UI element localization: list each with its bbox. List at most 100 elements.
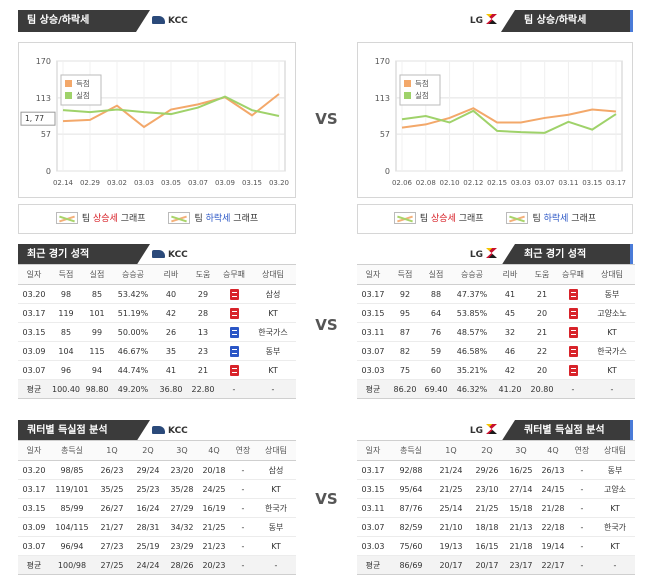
x-tick-label: 02.29 — [80, 179, 100, 187]
x-tick-label: 03.20 — [269, 179, 289, 187]
average-cell: 평균 — [18, 379, 50, 399]
table-cell: 119/101 — [50, 479, 94, 499]
column-header: 실점 — [82, 264, 112, 285]
average-cell: 28/26 — [166, 555, 198, 575]
kcc-quarter-header: 쿼터별 득실점 분석 KCC — [18, 420, 296, 442]
table-cell: 03.17 — [357, 460, 389, 480]
column-header: 상대팀 — [589, 264, 635, 285]
table-cell: 22 — [527, 341, 557, 361]
kcc-team-tag: KCC — [152, 248, 188, 262]
table-cell: 82 — [389, 341, 421, 361]
table-cell: KT — [256, 536, 296, 556]
table-cell: 104 — [50, 341, 82, 361]
result-icon — [557, 303, 589, 323]
x-tick-label: 03.07 — [535, 179, 555, 187]
table-row: 03.09 104/115 21/27 28/31 34/32 21/25- 동부 — [18, 517, 296, 537]
table-cell: 101 — [82, 303, 112, 323]
table-cell: 46.67% — [112, 341, 154, 361]
column-header: 일자 — [357, 264, 389, 285]
rise-suffix: 그래프 — [455, 214, 484, 224]
table-cell: 한국가스 — [589, 341, 635, 361]
column-header: 4Q — [537, 440, 569, 461]
kcc-trend-svg: 0 57 113 170 02.14 02.29 03.02 03.03 03.05 03.07 0… — [20, 57, 289, 187]
x-tick-label: 03.03 — [511, 179, 531, 187]
table-cell: 26 — [154, 322, 188, 342]
table-cell: 42 — [493, 360, 527, 380]
average-cell: 100.40 — [50, 379, 82, 399]
table-cell: 96 — [50, 360, 82, 380]
rise-graph-legend[interactable]: 팀 상승세 그래프 — [55, 205, 146, 233]
x-tick-label: 02.10 — [440, 179, 460, 187]
table-cell: 42 — [154, 303, 188, 323]
table-cell: 48.57% — [451, 322, 493, 342]
table-row: 03.15 85 99 50.00% 26 13 한국가스 — [18, 322, 296, 342]
table-cell: 24/15 — [537, 479, 569, 499]
kcc-trend-panel: 팀 상승/하락세 KCC 0 57 113 170 02.14 02.29 03.02 03.… — [18, 10, 296, 236]
table-cell: 03.07 — [357, 517, 389, 537]
table-cell: 25/14 — [433, 498, 469, 518]
vs-label-3: VS — [315, 490, 338, 508]
win-icon — [568, 364, 578, 376]
table-cell: 03.20 — [18, 460, 50, 480]
legend-label: 실점 — [76, 90, 90, 100]
win-icon — [229, 307, 239, 319]
fall-graph-legend[interactable]: 팀 하락세 그래프 — [168, 205, 258, 233]
average-cell: 20/23 — [198, 555, 230, 575]
x-tick-label: 02.12 — [463, 179, 483, 187]
table-cell: 03.15 — [18, 498, 50, 518]
kcc-recent-header: 최근 경기 성적 KCC — [18, 244, 296, 266]
series-line-score — [62, 93, 280, 129]
table-row: 03.07 82 59 46.58% 46 22 한국가스 — [357, 341, 635, 361]
result-icon — [557, 322, 589, 342]
rise-word: 상승세 — [431, 214, 456, 224]
table-cell: 29/26 — [469, 460, 505, 480]
table-cell: 고양소노 — [589, 303, 635, 323]
table-cell: 88 — [421, 284, 451, 304]
table-cell: 03.07 — [18, 536, 50, 556]
table-cell: 98 — [50, 284, 82, 304]
table-cell: 21/24 — [433, 460, 469, 480]
table-cell: 92/88 — [389, 460, 433, 480]
column-header: 리바 — [154, 264, 188, 285]
table-cell: 104/115 — [50, 517, 94, 537]
column-header: 3Q — [166, 440, 198, 461]
table-cell: 03.03 — [357, 360, 389, 380]
graph-mini-icon — [506, 212, 529, 224]
table-row: 03.20 98/85 26/23 29/24 23/20 20/18- 삼성 — [18, 460, 296, 480]
column-header: 연장 — [230, 440, 256, 461]
y-tick-label: 113 — [375, 94, 390, 103]
average-row: 평균 100/98 27/25 24/24 28/26 20/23- - — [18, 555, 296, 575]
x-tick-label: 03.03 — [134, 179, 154, 187]
average-cell: 평균 — [357, 555, 389, 575]
table-row: 03.17 119/101 35/25 25/23 35/28 24/25- KT — [18, 479, 296, 499]
table-cell: 44.74% — [112, 360, 154, 380]
table-cell: 21 — [527, 322, 557, 342]
table-cell: 87/76 — [389, 498, 433, 518]
x-tick-label: 02.14 — [53, 179, 74, 187]
kcc-quarter-title: 쿼터별 득실점 분석 — [18, 420, 150, 442]
kcc-recent-title: 최근 경기 성적 — [18, 244, 150, 266]
column-header: 승승공 — [112, 264, 154, 285]
table-cell: 96/94 — [50, 536, 94, 556]
result-icon — [557, 341, 589, 361]
fall-graph-legend[interactable]: 팀 하락세 그래프 — [506, 205, 596, 233]
column-header: 2Q — [130, 440, 166, 461]
rise-graph-legend[interactable]: 팀 상승세 그래프 — [393, 205, 484, 233]
table-cell: KT — [250, 303, 296, 323]
legend-label: 득점 — [76, 78, 90, 88]
lg-team-name: LG — [469, 426, 483, 436]
table-cell: 23 — [188, 341, 218, 361]
average-cell: 22/17 — [537, 555, 569, 575]
average-cell: 20/17 — [469, 555, 505, 575]
table-cell: 삼성 — [250, 284, 296, 304]
vs-label-1: VS — [315, 110, 338, 128]
column-header: 연장 — [569, 440, 595, 461]
kcc-recent-table: 일자 득점 실점 승승공 리바 도움 승무패 상대팀 03.20 98 85 53.42% 40 29 삼성… — [18, 264, 296, 399]
average-cell: 100/98 — [50, 555, 94, 575]
table-cell: - — [230, 517, 256, 537]
lg-recent-table: 일자 득점 실점 승승공 리바 도움 승무패 상대팀 03.17 92 88 47.37% 41 21 동부… — [357, 264, 635, 399]
table-row: 03.03 75/60 19/13 16/15 21/18 19/14- KT — [357, 536, 635, 556]
table-cell: 41 — [493, 284, 527, 304]
table-cell: 94 — [82, 360, 112, 380]
